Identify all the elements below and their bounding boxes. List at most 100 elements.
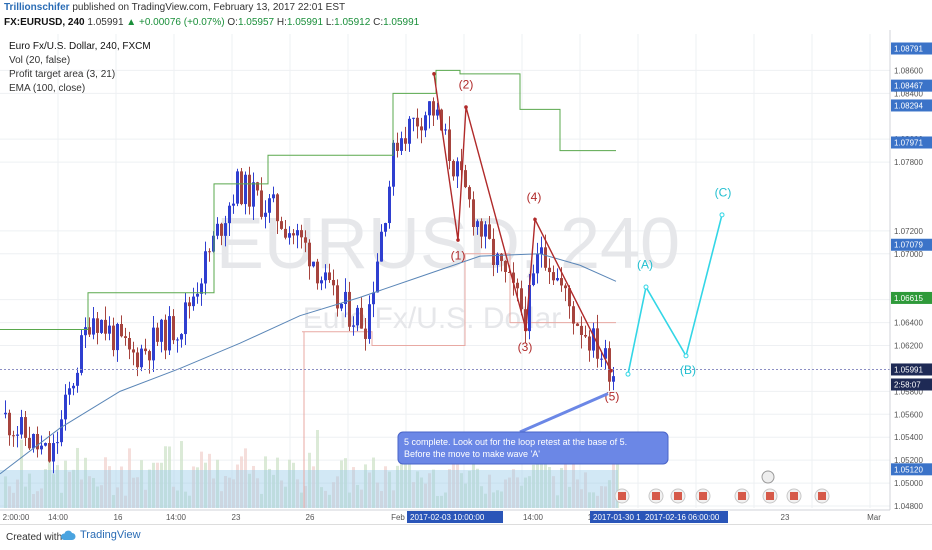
candle-body (440, 109, 443, 131)
y-tick: 1.05000 (894, 479, 923, 488)
volume-bar (464, 483, 467, 508)
volume-ma-area (0, 470, 618, 508)
volume-bar (408, 456, 411, 508)
candle-body (92, 318, 95, 335)
price-badge-label: 1.08467 (894, 82, 923, 91)
candle-body (164, 319, 167, 351)
volume-bar (308, 452, 311, 508)
candle-body (112, 325, 115, 351)
x-tick: Mar (867, 513, 881, 522)
volume-bar (616, 461, 619, 508)
candle-body (444, 129, 447, 131)
volume-bar (404, 460, 407, 508)
candle-body (584, 334, 587, 337)
candle-body (28, 437, 31, 449)
y-tick: 1.07200 (894, 227, 923, 236)
volume-bar (480, 486, 483, 508)
candle-body (216, 223, 219, 236)
y-tick: 1.06200 (894, 342, 923, 351)
volume-bar (208, 453, 211, 508)
projection-point (643, 284, 649, 290)
quote-header: FX:EURUSD, 240 1.05991 ▲ +0.00076 (+0.07… (4, 17, 419, 28)
volume-bar (496, 490, 499, 508)
legend-vol: Vol (20, false) (9, 55, 71, 66)
candle-body (192, 296, 195, 307)
volume-bar (596, 495, 599, 508)
candle-body (360, 307, 363, 329)
price-badge (891, 136, 932, 149)
candle-body (524, 309, 527, 332)
volume-bar (160, 462, 163, 508)
volume-bar (500, 491, 503, 508)
last-price: 1.05991 (87, 17, 124, 28)
volume-bar (384, 466, 387, 508)
candle-body (384, 223, 387, 232)
volume-bar (612, 460, 615, 508)
flag-stripe (790, 492, 798, 500)
y-tick: 1.07800 (894, 158, 923, 167)
volume-bar (572, 459, 575, 508)
price-axis-bg (890, 30, 932, 524)
volume-bar (188, 495, 191, 508)
candle-body (556, 278, 559, 281)
candle-body (540, 247, 543, 255)
volume-bar (100, 485, 103, 508)
volume-bar (56, 465, 59, 508)
volume-bar (368, 472, 371, 508)
callout-line-2: Before the move to make wave 'A' (404, 449, 540, 459)
candle-body (224, 223, 227, 236)
volume-bar (352, 467, 355, 508)
candle-body (608, 348, 611, 382)
candle-body (76, 372, 79, 386)
candle-body (560, 278, 563, 286)
candle-body (504, 260, 507, 272)
volume-bar (204, 462, 207, 508)
candle-body (316, 261, 319, 284)
volume-bar (152, 462, 155, 508)
volume-bar (584, 472, 587, 508)
volume-bar (124, 495, 127, 508)
volume-bar (64, 460, 67, 508)
candle-body (372, 292, 375, 305)
candle-body (532, 273, 535, 286)
volume-bar (604, 486, 607, 508)
candle-body (220, 223, 223, 236)
volume-bar (520, 485, 523, 508)
volume-bar (448, 469, 451, 508)
volume-bar (48, 456, 51, 508)
h-value: 1.05991 (286, 17, 324, 28)
volume-bar (552, 476, 555, 508)
candle-body (44, 443, 47, 446)
candle-body (432, 101, 435, 116)
earnings-icon (761, 470, 775, 484)
volume-bar (608, 480, 611, 508)
wave-label: (5) (605, 390, 620, 404)
volume-bar (20, 439, 23, 508)
candle-body (592, 328, 595, 351)
x-tick: 16 (114, 513, 123, 522)
candle-body (448, 129, 451, 162)
volume-bar (476, 468, 479, 508)
candle-body (276, 194, 279, 222)
volume-bar (220, 491, 223, 508)
projection-label: (B) (680, 363, 696, 377)
volume-bar (36, 491, 39, 508)
volume-bar (420, 477, 423, 508)
candle-body (296, 230, 299, 236)
x-tick: 14:00 (48, 513, 69, 522)
candle-body (56, 442, 59, 444)
volume-bar (148, 469, 151, 508)
candle-body (528, 285, 531, 332)
candle-body (512, 272, 515, 283)
tradingview-logo[interactable]: TradingView (60, 529, 141, 541)
volume-bar (24, 486, 27, 508)
candle-body (340, 303, 343, 309)
volume-bar (452, 459, 455, 508)
projection-point (719, 212, 725, 218)
author-name[interactable]: Trillionschifer (4, 2, 70, 13)
volume-bar (156, 462, 159, 508)
volume-bar (116, 487, 119, 508)
o-value: 1.05957 (237, 17, 275, 28)
candle-body (148, 351, 151, 361)
